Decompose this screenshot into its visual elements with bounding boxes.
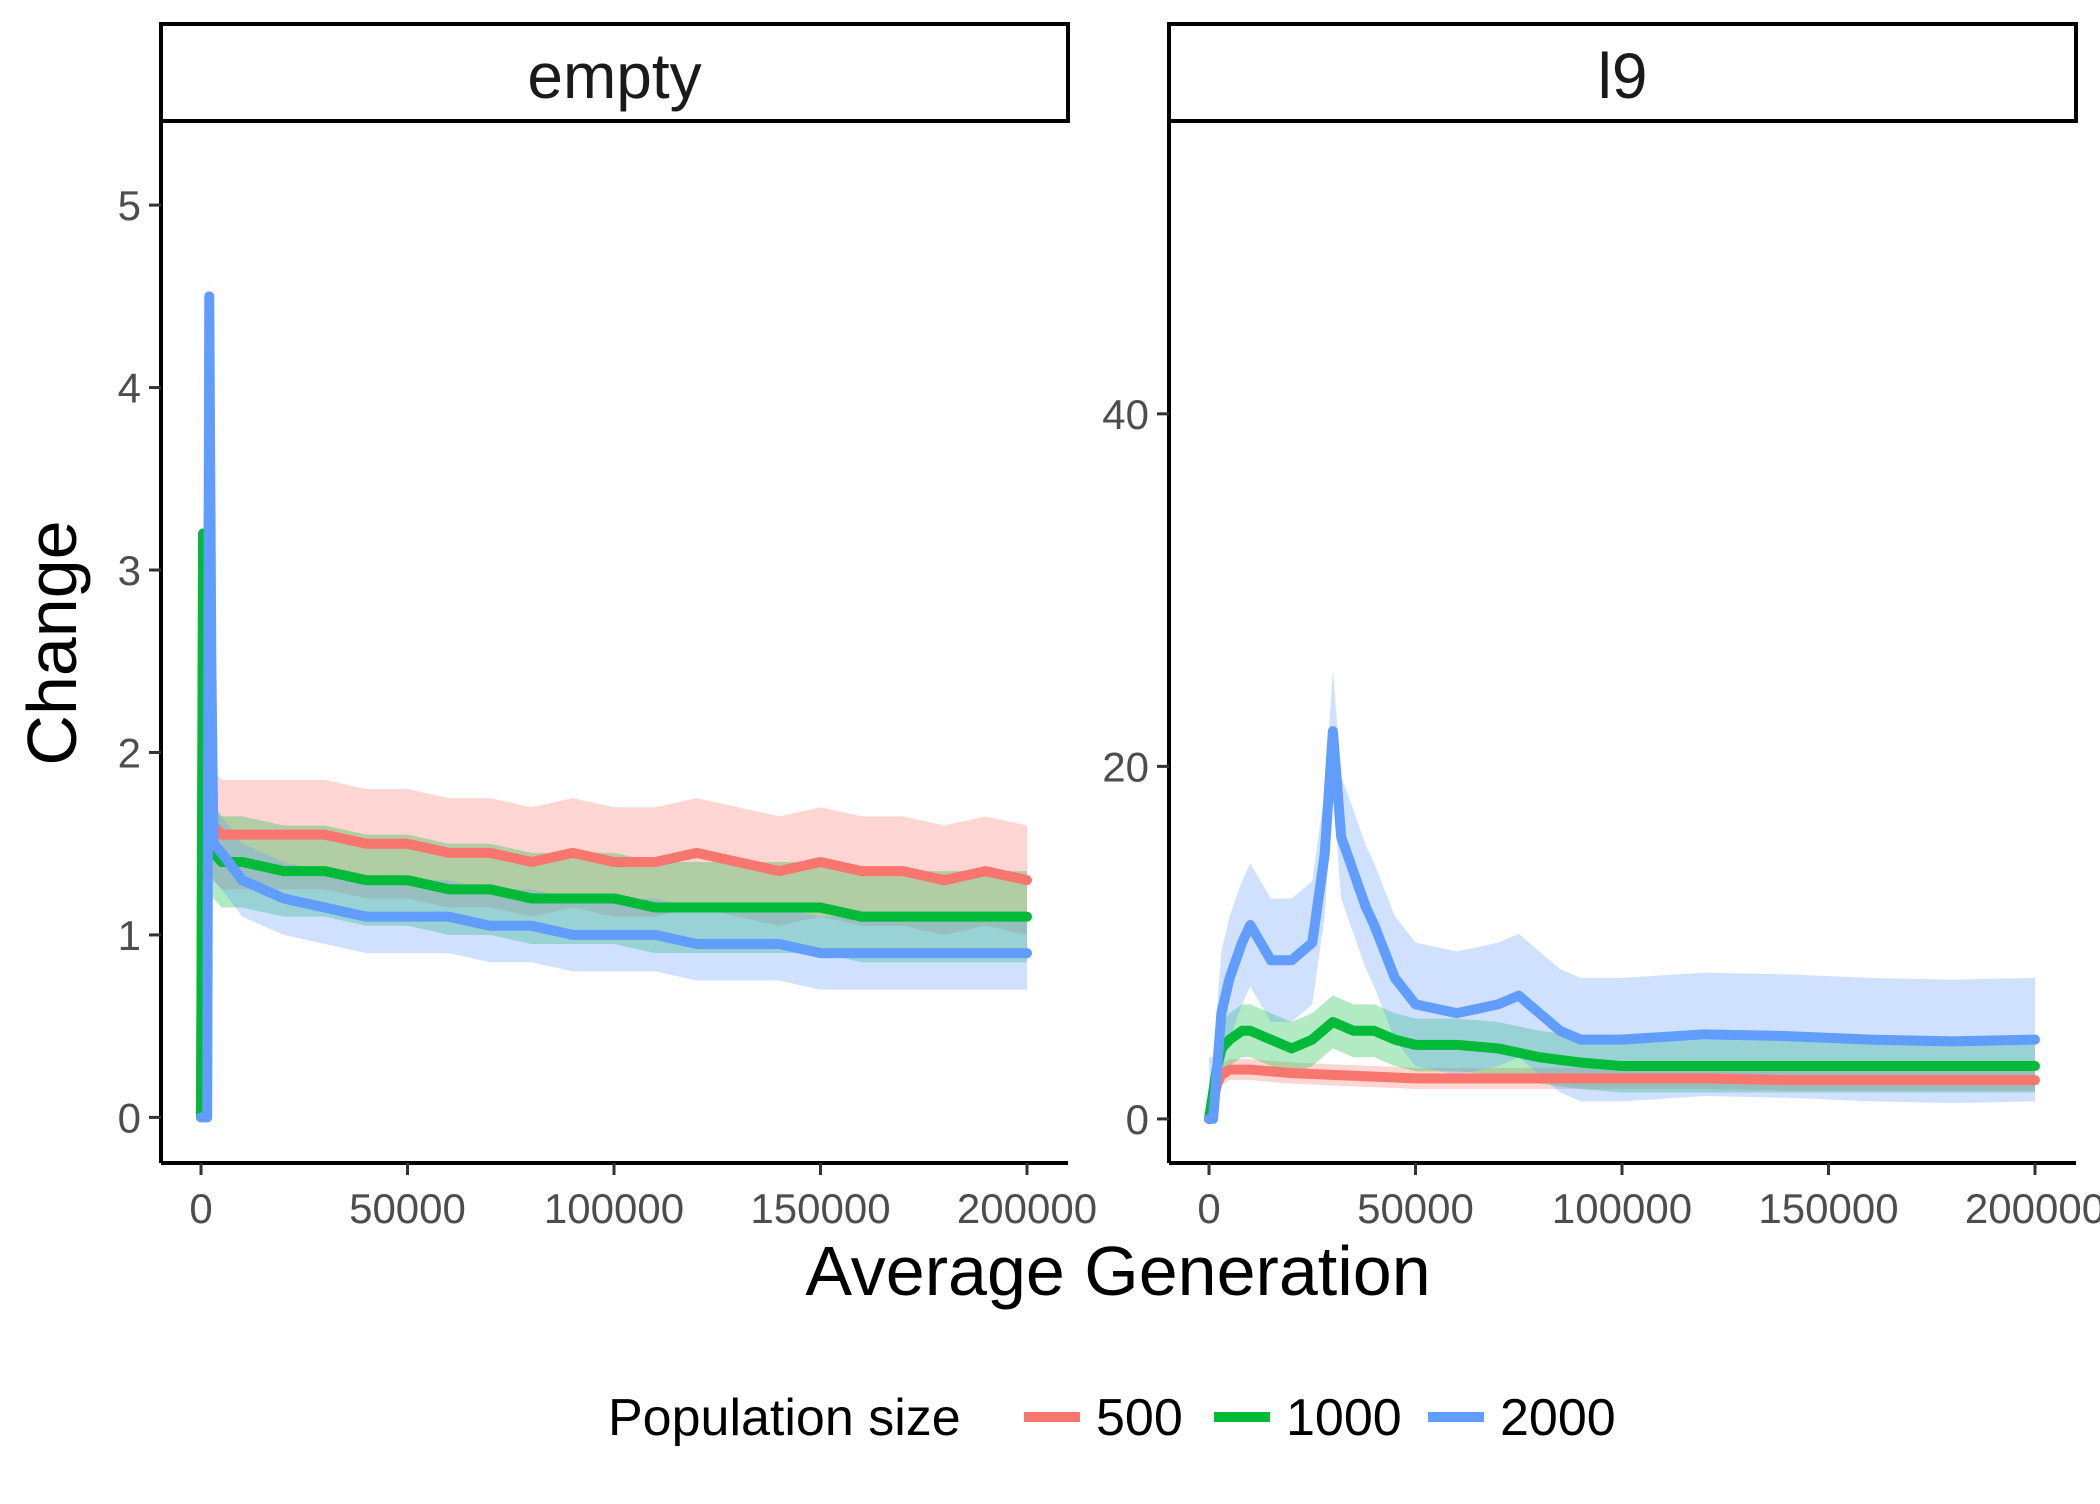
y-tick-label: 2 [118, 729, 141, 776]
ribbon-empty-500 [201, 551, 1027, 1118]
x-tick-label: 50000 [1357, 1185, 1474, 1232]
x-tick-label: 200000 [1965, 1185, 2100, 1232]
legend-label-500: 500 [1096, 1389, 1183, 1447]
strip-box-empty [159, 22, 1070, 123]
y-tick-label: 3 [118, 547, 141, 594]
y-tick-label: 0 [118, 1094, 141, 1141]
x-tick-label: 50000 [349, 1185, 466, 1232]
legend: Population size 500 1000 2000 [608, 1389, 1616, 1447]
x-tick-label: 100000 [1552, 1185, 1692, 1232]
y-tick-label: 20 [1102, 743, 1149, 790]
legend-title: Population size [608, 1389, 961, 1447]
strip-label-l9: l9 [1598, 40, 1648, 112]
x-tick-label: 200000 [957, 1185, 1097, 1232]
y-axis-title: Change [13, 520, 91, 765]
y-tick-label: 4 [118, 365, 141, 412]
facet-panel-l9: l9 0 20 40 0 50000 100000 150000 200000 [1102, 22, 2100, 1232]
y-tick-label: 5 [118, 182, 141, 229]
strip-box-l9 [1167, 22, 2078, 123]
x-axis-title: Average Generation [805, 1232, 1430, 1310]
ribbon-l9-1000 [1209, 995, 2035, 1119]
ribbon-empty-2000 [201, 259, 1027, 1118]
y-tick-label: 0 [1126, 1096, 1149, 1143]
x-tick-label: 100000 [544, 1185, 684, 1232]
legend-label-1000: 1000 [1286, 1389, 1402, 1447]
series-line-empty-2000 [196, 291, 1032, 1123]
series-line-l9-2000 [1204, 726, 2040, 1124]
x-tick-label: 0 [1197, 1185, 1220, 1232]
x-tick-label: 150000 [750, 1185, 890, 1232]
series-line-empty-1000 [196, 528, 1032, 1123]
y-tick-label: 40 [1102, 391, 1149, 438]
facet-panel-empty: empty 0 1 2 3 4 5 0 50000 100000 150000 200000 [118, 22, 1097, 1232]
x-tick-label: 150000 [1758, 1185, 1898, 1232]
strip-label-empty: empty [527, 40, 701, 112]
panels-layer: empty 0 1 2 3 4 5 0 50000 100000 150000 200000 l9 0 20… [118, 22, 2100, 1232]
legend-label-2000: 2000 [1500, 1389, 1616, 1447]
x-tick-label: 0 [189, 1185, 212, 1232]
y-tick-label: 1 [118, 912, 141, 959]
series-line-l9-1000 [1204, 1016, 2040, 1124]
